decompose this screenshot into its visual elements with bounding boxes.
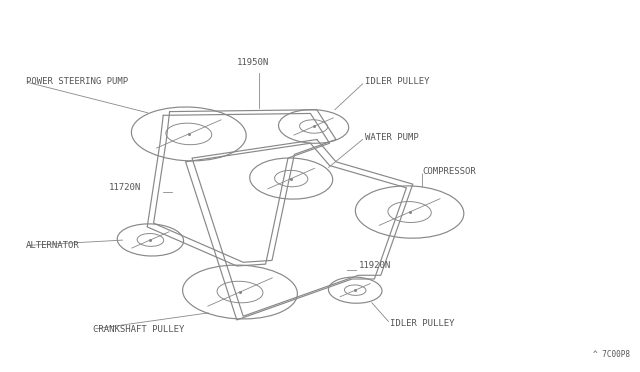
Text: CRANKSHAFT PULLEY: CRANKSHAFT PULLEY <box>93 325 184 334</box>
Text: IDLER PULLEY: IDLER PULLEY <box>365 77 429 86</box>
Text: 11950N: 11950N <box>237 58 269 67</box>
Text: POWER STEERING PUMP: POWER STEERING PUMP <box>26 77 128 86</box>
Text: IDLER PULLEY: IDLER PULLEY <box>390 319 455 328</box>
Text: 11920N: 11920N <box>358 261 390 270</box>
Text: ALTERNATOR: ALTERNATOR <box>26 241 79 250</box>
Text: ^ 7C00P8: ^ 7C00P8 <box>593 350 630 359</box>
Text: COMPRESSOR: COMPRESSOR <box>422 167 476 176</box>
Text: WATER PUMP: WATER PUMP <box>365 133 419 142</box>
Text: 11720N: 11720N <box>109 183 141 192</box>
